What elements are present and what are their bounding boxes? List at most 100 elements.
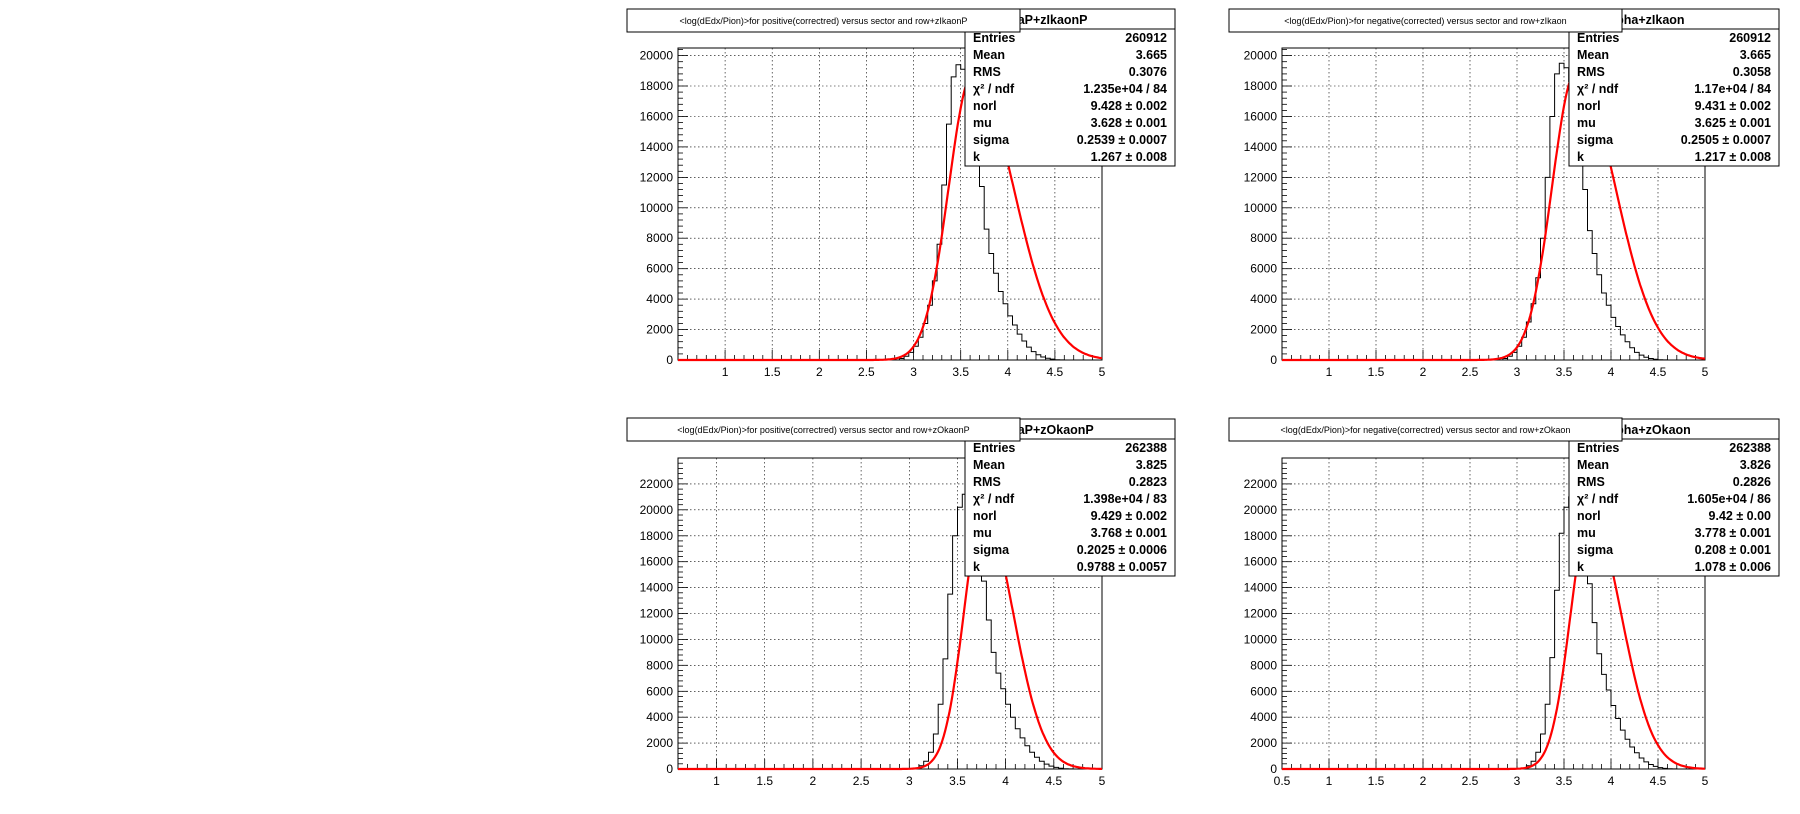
stats-value: 0.2025 ± 0.0006 xyxy=(1077,543,1167,557)
y-tick-label: 2000 xyxy=(1250,736,1277,750)
plot-panel-2: 1 1.5 2 2.5 3 3.5 4 4.5 5 0 2000 4000 6000 8000 10000 1… xyxy=(1228,8,1780,379)
y-tick-label: 12000 xyxy=(640,170,674,184)
stats-value: 9.42 ± 0.00 xyxy=(1709,509,1772,523)
x-tick-label: 1 xyxy=(713,774,720,788)
plot-title: <log(dEdx/Pion)>for positive(correctred)… xyxy=(680,16,968,26)
y-tick-label: 18000 xyxy=(1244,529,1278,543)
stats-label: Entries xyxy=(1577,441,1619,455)
y-tick-label: 8000 xyxy=(646,231,673,245)
stats-value: 9.429 ± 0.002 xyxy=(1091,509,1167,523)
fit-curve-series xyxy=(1282,512,1705,771)
x-tick-label: 3 xyxy=(910,365,917,379)
stats-value: 3.665 xyxy=(1740,48,1771,62)
x-tick-label: 5 xyxy=(1099,774,1106,788)
y-tick-label: 4000 xyxy=(1250,292,1277,306)
histogram-series xyxy=(678,64,1102,361)
x-tick-label: 3.5 xyxy=(1556,774,1573,788)
stats-value: 3.825 xyxy=(1136,458,1167,472)
stats-label: Entries xyxy=(973,31,1015,45)
x-tick-label: 4.5 xyxy=(1650,774,1667,788)
x-tick-label: 4.5 xyxy=(1650,365,1667,379)
y-tick-label: 10000 xyxy=(1244,632,1278,646)
stats-label: RMS xyxy=(1577,475,1605,489)
stats-label: k xyxy=(973,560,980,574)
stats-label: norl xyxy=(973,99,997,113)
stats-label: sigma xyxy=(1577,133,1614,147)
stats-label: Mean xyxy=(973,458,1005,472)
y-tick-label: 14000 xyxy=(1244,140,1278,154)
histogram-series xyxy=(1282,496,1705,770)
x-tick-label: 4.5 xyxy=(1047,365,1064,379)
x-tick-label: 2 xyxy=(810,774,817,788)
x-tick-label: 4 xyxy=(1002,774,1009,788)
stats-label: sigma xyxy=(973,133,1010,147)
stats-value: 9.428 ± 0.002 xyxy=(1091,99,1167,113)
stats-value: 1.217 ± 0.008 xyxy=(1695,150,1771,164)
histogram-series xyxy=(1282,62,1705,361)
stats-value: 1.605e+04 / 86 xyxy=(1687,492,1771,506)
x-tick-label: 5 xyxy=(1702,365,1709,379)
stats-box xyxy=(1568,28,1780,167)
stats-label: mu xyxy=(973,116,992,130)
fit-curve-series xyxy=(1282,71,1706,362)
stats-value: 1.267 ± 0.008 xyxy=(1091,150,1167,164)
stats-value: 0.9788 ± 0.0057 xyxy=(1077,560,1167,574)
stats-label: mu xyxy=(1577,526,1596,540)
plot-title-box xyxy=(1228,8,1623,33)
stats-label: mu xyxy=(1577,116,1596,130)
stats-label: k xyxy=(1577,150,1584,164)
x-tick-label: 2 xyxy=(816,365,823,379)
x-tick-label: 4 xyxy=(1608,774,1615,788)
stats-value: 260912 xyxy=(1729,31,1771,45)
stats-label: χ² / ndf xyxy=(1577,82,1619,96)
x-tick-label: 1 xyxy=(722,365,729,379)
stats-value: 3.768 ± 0.001 xyxy=(1091,526,1167,540)
x-tick-label: 1.5 xyxy=(1368,365,1385,379)
y-tick-label: 0 xyxy=(666,353,673,367)
stats-label: Mean xyxy=(1577,48,1609,62)
stats-value: 1.235e+04 / 84 xyxy=(1083,82,1167,96)
x-tick-label: 1.5 xyxy=(756,774,773,788)
stats-value: 0.2823 xyxy=(1129,475,1167,489)
y-tick-label: 4000 xyxy=(646,710,673,724)
stats-value: 262388 xyxy=(1125,441,1167,455)
stats-value: 0.208 ± 0.001 xyxy=(1695,543,1771,557)
y-tick-label: 18000 xyxy=(1244,79,1278,93)
stats-label: k xyxy=(973,150,980,164)
stats-label: RMS xyxy=(1577,65,1605,79)
y-tick-label: 8000 xyxy=(646,658,673,672)
y-tick-label: 8000 xyxy=(1250,231,1277,245)
x-tick-label: 3 xyxy=(906,774,913,788)
stats-label: mu xyxy=(973,526,992,540)
stats-label: Mean xyxy=(1577,458,1609,472)
plot-panel-3: 1 1.5 2 2.5 3 3.5 4 4.5 5 0 2000 4000 6000 8000 10000 1… xyxy=(626,417,1176,788)
stats-label: χ² / ndf xyxy=(973,82,1015,96)
stats-value: 3.778 ± 0.001 xyxy=(1695,526,1771,540)
x-tick-label: 2.5 xyxy=(1462,365,1479,379)
y-tick-label: 6000 xyxy=(1250,262,1277,276)
y-tick-label: 12000 xyxy=(640,607,674,621)
x-tick-label: 1.5 xyxy=(764,365,781,379)
stats-value: 3.826 xyxy=(1740,458,1771,472)
y-tick-label: 14000 xyxy=(640,581,674,595)
stats-label: norl xyxy=(1577,509,1601,523)
plot-title: <log(dEdx/Pion)>for negative(corrected) … xyxy=(1284,16,1566,26)
fit-curve-series xyxy=(678,72,1103,362)
stats-label: Entries xyxy=(973,441,1015,455)
stats-label: Mean xyxy=(973,48,1005,62)
stats-value: 3.628 ± 0.001 xyxy=(1091,116,1167,130)
x-tick-label: 3.5 xyxy=(1556,365,1573,379)
y-tick-label: 2000 xyxy=(1250,323,1277,337)
y-tick-label: 2000 xyxy=(646,323,673,337)
plot-title: <log(dEdx/Pion)>for negative(correctred)… xyxy=(1281,425,1571,435)
y-tick-label: 14000 xyxy=(640,140,674,154)
plot-title-box xyxy=(1228,417,1623,442)
y-tick-label: 6000 xyxy=(646,262,673,276)
x-tick-label: 4.5 xyxy=(1045,774,1062,788)
y-tick-label: 2000 xyxy=(646,736,673,750)
stats-value: 3.665 xyxy=(1136,48,1167,62)
fit-curve-series xyxy=(678,511,1102,771)
y-tick-label: 18000 xyxy=(640,529,674,543)
stats-value: 0.2539 ± 0.0007 xyxy=(1077,133,1167,147)
